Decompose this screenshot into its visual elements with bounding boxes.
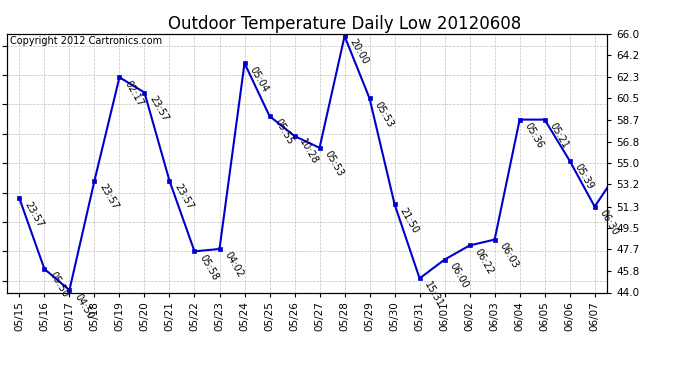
Text: 23:57: 23:57 [172,182,195,212]
Text: Outdoor Temperature Daily Low 20120608: Outdoor Temperature Daily Low 20120608 [168,15,522,33]
Text: 02:17: 02:17 [122,79,145,108]
Text: 23:57: 23:57 [22,200,45,229]
Text: 05:39: 05:39 [573,162,595,191]
Text: 05:36: 05:36 [522,121,545,150]
Text: Copyright 2012 Cartronics.com: Copyright 2012 Cartronics.com [10,36,162,46]
Text: 06:22: 06:22 [473,247,495,276]
Text: 05:53: 05:53 [373,100,395,129]
Text: 05:53: 05:53 [322,149,345,178]
Text: 04:02: 04:02 [222,251,245,279]
Text: 23:57: 23:57 [147,94,170,123]
Text: 05:55: 05:55 [273,117,295,147]
Text: 06:30: 06:30 [598,208,620,237]
Text: 05:58: 05:58 [197,253,220,282]
Text: 21:50: 21:50 [397,206,420,235]
Text: 06:00: 06:00 [447,261,470,290]
Text: 05:21: 05:21 [547,121,570,150]
Text: 23:57: 23:57 [97,182,120,212]
Text: 05:29: 05:29 [0,374,1,375]
Text: 05:50: 05:50 [47,270,70,300]
Text: 15:31: 15:31 [422,280,445,309]
Text: 10:28: 10:28 [297,138,320,166]
Text: 20:00: 20:00 [347,38,370,67]
Text: 05:04: 05:04 [247,64,270,94]
Text: 06:03: 06:03 [497,241,520,270]
Text: 04:50: 04:50 [72,291,95,321]
